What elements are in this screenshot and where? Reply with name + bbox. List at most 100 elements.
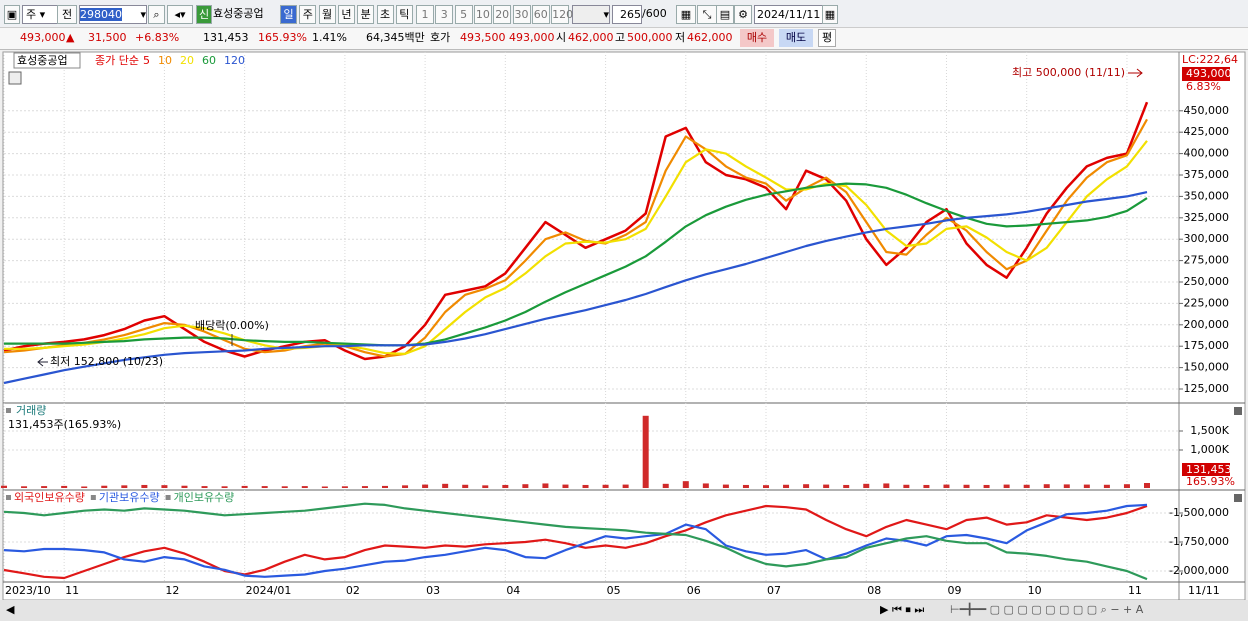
panel-subtitle: 131,453주(165.93%): [8, 418, 121, 431]
legend-entry: 10: [158, 54, 172, 67]
interval-button[interactable]: 30: [512, 5, 531, 24]
amount: 64,345백만: [366, 31, 425, 44]
y-tick-label: 450,000: [1184, 104, 1230, 117]
close-icon: [1234, 407, 1242, 415]
volume-bar: [1, 485, 7, 488]
ex-dividend-annotation: 배당락(0.00%): [195, 319, 269, 332]
scroll-left[interactable]: ◀: [6, 603, 15, 616]
y-tick-label: -2,000,000: [1169, 564, 1229, 577]
volume-bar: [341, 486, 348, 488]
series-line: [3, 502, 1148, 581]
legend-entry: 60: [202, 54, 216, 67]
period-button[interactable]: 분: [357, 5, 375, 24]
interval-button[interactable]: 3: [435, 5, 454, 24]
volume-bar: [281, 486, 288, 488]
close-icon: [1234, 494, 1242, 502]
series-line: [3, 118, 1148, 358]
volume-bar: [843, 484, 850, 488]
y-tick-label: 250,000: [1184, 275, 1230, 288]
interval-button[interactable]: 5: [454, 5, 473, 24]
save-button[interactable]: ▤: [716, 5, 734, 24]
period-button[interactable]: 일: [280, 5, 297, 24]
y-tick-label: -1,750,000: [1169, 535, 1229, 548]
series-line: [3, 101, 1149, 361]
change: 31,500: [88, 31, 127, 44]
volume-bar: [622, 484, 629, 488]
volume-bar: [742, 484, 749, 488]
volume-bar: [763, 485, 769, 488]
legend-marker: [165, 495, 171, 500]
volume-bar: [823, 484, 830, 488]
settings-button[interactable]: ⚙: [734, 5, 752, 24]
turnover: 1.41%: [312, 31, 347, 44]
sound-button[interactable]: ◂▾: [167, 5, 193, 24]
market-select[interactable]: 주 ▾: [22, 5, 59, 24]
volume-bar: [422, 484, 429, 488]
date-input[interactable]: 2024/11/11: [754, 5, 824, 24]
avg-button[interactable]: 평: [818, 29, 836, 47]
interval-button[interactable]: 10: [473, 5, 492, 24]
side-label: 131,453: [1186, 463, 1232, 476]
interval-button[interactable]: 20: [493, 5, 512, 24]
legend-marker: [6, 495, 11, 500]
high-arrow: [1128, 68, 1143, 78]
volume-bar: [1083, 484, 1090, 488]
side-label: 165.93%: [1186, 475, 1235, 488]
volume: 131,453: [203, 31, 249, 44]
panel-title: 효성중공업: [17, 54, 68, 67]
scroll-controls[interactable]: ▶ ⏮ ⏹ ⏭: [880, 603, 924, 616]
series-line: [4, 140, 1148, 355]
period-button[interactable]: 년: [337, 5, 355, 24]
code: 298040: [80, 8, 122, 21]
x-tick-label: 12: [165, 584, 179, 597]
y-tick-label: 1,500K: [1190, 424, 1229, 437]
period-button[interactable]: 주: [299, 5, 317, 24]
ask-label: 호가: [430, 31, 451, 44]
count-input[interactable]: 265: [612, 5, 642, 24]
volume-bar: [582, 484, 589, 488]
y-tick-label: 350,000: [1184, 189, 1230, 202]
x-tick-label: 04: [506, 584, 520, 597]
volume-bar: [1103, 484, 1110, 488]
volume-bar: [21, 486, 28, 488]
y-tick-label: 225,000: [1184, 296, 1230, 309]
period-button[interactable]: 틱: [395, 5, 413, 24]
volume-bar: [361, 486, 368, 488]
volume-bar: [1043, 484, 1050, 488]
series-line: [3, 503, 1148, 578]
interval-select[interactable]: ▾: [572, 5, 610, 24]
volume-bar: [542, 483, 549, 488]
volume-bar: [502, 484, 509, 488]
volume-bar: [1023, 484, 1030, 488]
volume-bar: [642, 415, 649, 488]
volume-bar: [462, 484, 469, 488]
calendar-button[interactable]: ▦: [822, 5, 838, 24]
volume-bar: [1063, 484, 1070, 488]
interval-button[interactable]: 1: [416, 5, 434, 24]
interval-button[interactable]: 60: [531, 5, 550, 24]
volume-bar: [442, 483, 449, 488]
x-tick-label: 11: [1128, 584, 1142, 597]
menu-icon[interactable]: ▣: [4, 5, 20, 24]
y-tick-label: 175,000: [1184, 339, 1230, 352]
buy-button[interactable]: 매수: [740, 29, 774, 47]
legend-entry: 개인보유수량: [174, 491, 235, 504]
volume-bar: [1144, 483, 1150, 488]
sell-button[interactable]: 매도: [779, 29, 813, 47]
period-button[interactable]: 월: [318, 5, 336, 24]
x-tick-label: 07: [767, 584, 781, 597]
code-input[interactable]: 298040 ▾: [79, 5, 147, 24]
period-button[interactable]: 초: [376, 5, 394, 24]
tool-button[interactable]: ⤡: [697, 5, 717, 24]
price: 493,000: [20, 31, 66, 44]
y-tick-label: 1,000K: [1190, 443, 1229, 456]
scrollbar[interactable]: [0, 600, 1248, 621]
interval-button[interactable]: 120: [551, 5, 573, 24]
badge: 신: [196, 5, 212, 24]
search-button[interactable]: ⌕: [148, 5, 165, 24]
prev-button[interactable]: 전: [57, 5, 77, 24]
volume-bar: [963, 484, 970, 488]
zoom-controls[interactable]: ⊢━╋━━ ▢ ▢ ▢ ▢ ▢ ▢ ▢ ▢ ⌕ − + A: [950, 602, 1144, 616]
legend-entry: 20: [180, 54, 194, 67]
tool-button[interactable]: ▦: [676, 5, 696, 24]
